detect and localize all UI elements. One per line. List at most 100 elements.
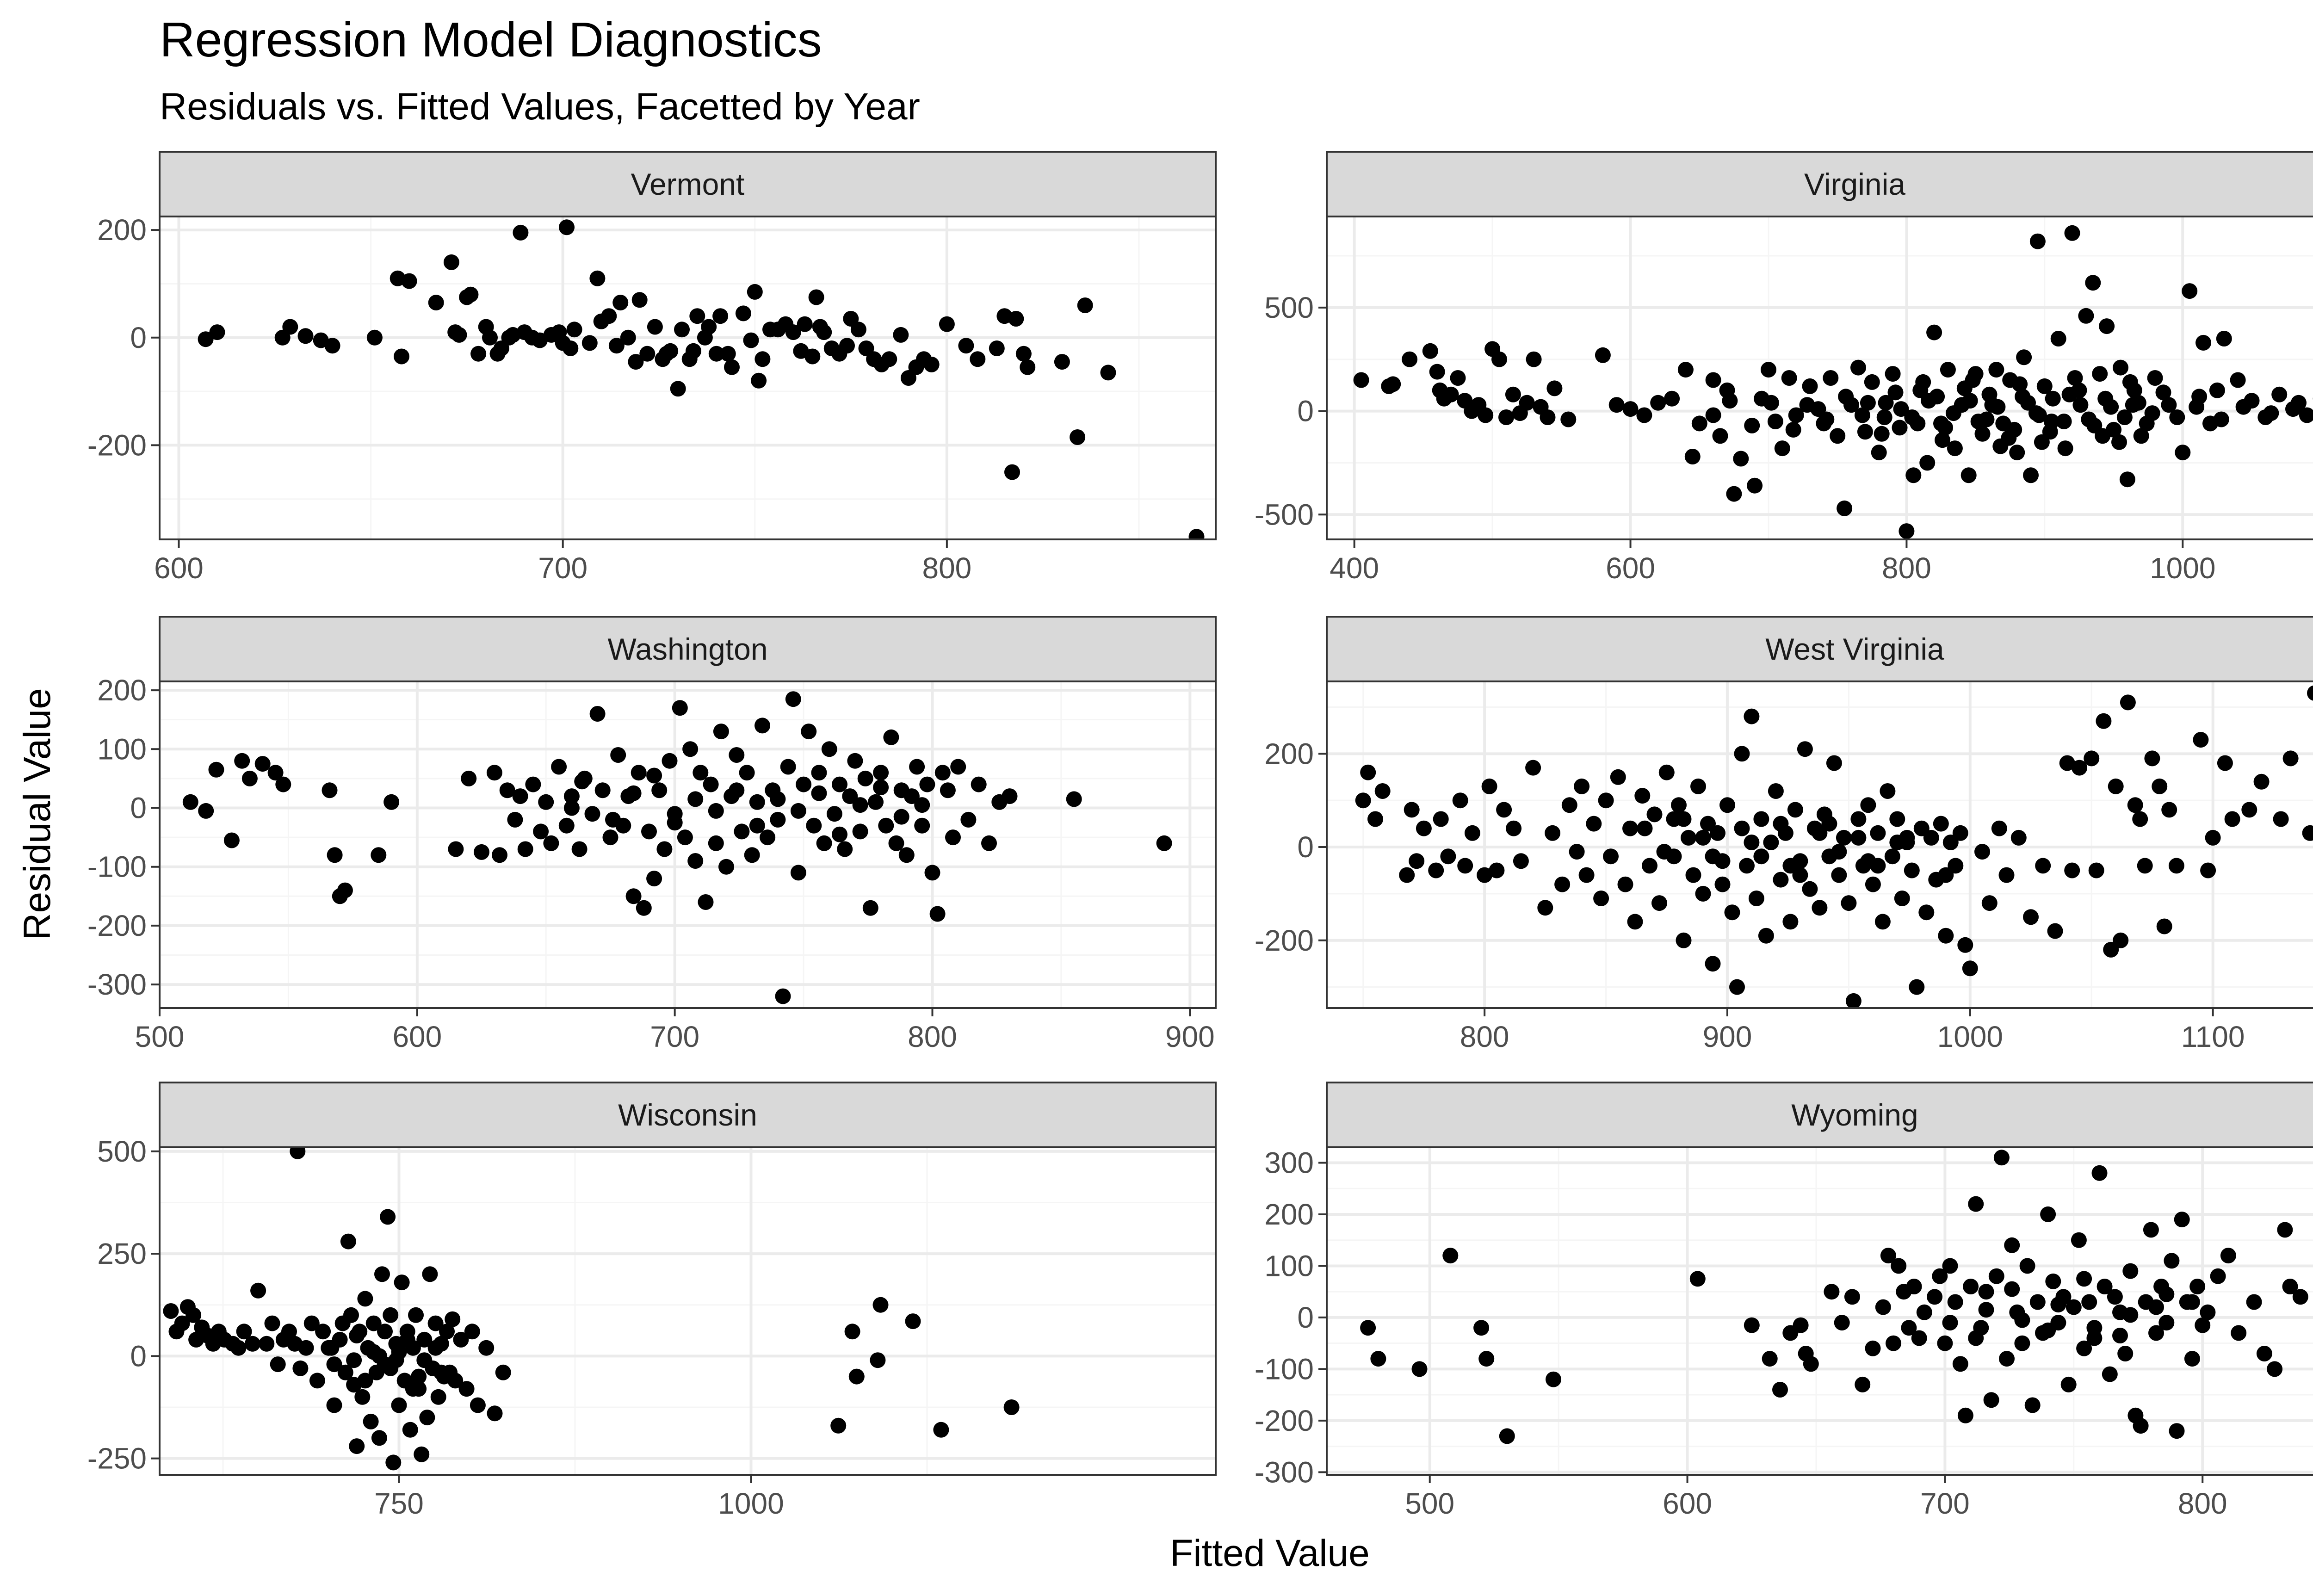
- data-point: [1782, 914, 1799, 930]
- x-tick-label: 800: [1460, 1020, 1509, 1053]
- data-point: [2195, 1317, 2211, 1333]
- x-tick-label: 800: [2178, 1487, 2227, 1520]
- data-point: [708, 835, 724, 851]
- data-point: [1004, 464, 1020, 480]
- data-point: [1677, 362, 1694, 378]
- data-point: [447, 1373, 464, 1389]
- data-point: [2029, 233, 2046, 249]
- data-point: [775, 988, 791, 1004]
- grid-lines: [1327, 681, 2313, 1008]
- data-point: [1739, 858, 1755, 874]
- data-point: [1656, 844, 1672, 860]
- y-tick-label: -250: [87, 1442, 147, 1475]
- data-point: [394, 1274, 410, 1291]
- data-point: [1722, 393, 1738, 409]
- data-point: [349, 1438, 365, 1454]
- data-point: [1761, 362, 1776, 378]
- data-point: [2144, 750, 2160, 767]
- data-point: [1893, 401, 1909, 417]
- data-point: [2012, 376, 2028, 392]
- data-point: [402, 1422, 418, 1438]
- x-tick-label: 1100: [2181, 1020, 2245, 1053]
- data-point: [371, 1348, 387, 1364]
- data-point: [281, 1324, 297, 1340]
- data-point: [1937, 420, 1953, 436]
- data-point: [322, 782, 338, 798]
- data-point: [689, 308, 705, 324]
- data-point: [1952, 825, 1968, 841]
- y-tick-label: 500: [97, 1135, 147, 1168]
- data-point: [2034, 434, 2050, 450]
- data-point: [1880, 783, 1896, 799]
- data-point: [1545, 825, 1561, 841]
- data-point: [543, 835, 559, 851]
- points-wyoming: [1360, 1150, 2308, 1444]
- data-point: [1988, 1268, 2004, 1284]
- data-point: [414, 1446, 430, 1462]
- data-point: [513, 224, 529, 241]
- data-point: [1916, 1304, 1932, 1320]
- data-point: [427, 1340, 444, 1356]
- x-tick-label: 700: [1920, 1487, 1970, 1520]
- data-point: [208, 761, 224, 778]
- data-point: [933, 1422, 949, 1438]
- data-point: [1831, 867, 1847, 883]
- data-point: [448, 841, 464, 857]
- data-point: [1911, 1330, 1927, 1346]
- data-point: [2091, 1165, 2108, 1181]
- data-point: [2010, 829, 2027, 846]
- data-point: [517, 841, 533, 857]
- x-tick-label: 750: [374, 1487, 424, 1520]
- data-point: [1478, 1351, 1495, 1367]
- data-point: [1865, 876, 1881, 892]
- data-point: [662, 753, 678, 769]
- data-point: [790, 803, 806, 819]
- data-point: [394, 348, 409, 365]
- data-point: [427, 1315, 444, 1331]
- x-tick-label: 500: [135, 1020, 185, 1053]
- data-point: [2189, 1279, 2206, 1294]
- data-point: [677, 829, 693, 846]
- data-point: [416, 1352, 433, 1368]
- data-point: [2097, 1279, 2113, 1294]
- data-point: [734, 823, 750, 840]
- data-point: [790, 865, 806, 881]
- data-point: [357, 1373, 373, 1389]
- data-point: [1705, 848, 1721, 865]
- data-point: [804, 348, 821, 365]
- data-point: [2184, 1294, 2200, 1310]
- data-point: [1666, 811, 1682, 827]
- data-point: [464, 1324, 480, 1340]
- data-point: [2061, 386, 2078, 402]
- data-point: [1753, 811, 1769, 827]
- data-point: [2210, 1268, 2226, 1284]
- data-point: [636, 900, 652, 916]
- data-point: [566, 322, 582, 338]
- points-washington: [182, 691, 1172, 1004]
- data-point: [1537, 900, 1553, 916]
- data-point: [512, 788, 528, 804]
- y-tick-label: -200: [87, 428, 147, 462]
- data-point: [1942, 1258, 1958, 1274]
- data-point: [1919, 455, 1936, 471]
- data-point: [1909, 979, 1925, 995]
- y-tick-label: -200: [1255, 1404, 1314, 1437]
- x-tick-label: 600: [1606, 551, 1655, 585]
- data-point: [1070, 429, 1086, 445]
- data-point: [1831, 844, 1847, 860]
- data-point: [2205, 829, 2221, 846]
- data-point: [2273, 811, 2289, 827]
- data-point: [315, 1324, 331, 1340]
- data-point: [1705, 956, 1721, 972]
- data-point: [743, 332, 759, 348]
- data-point: [1546, 1371, 1561, 1387]
- data-point: [433, 1364, 449, 1380]
- data-point: [1705, 407, 1721, 423]
- data-point: [574, 773, 590, 790]
- data-point: [872, 1297, 889, 1313]
- data-point: [1857, 424, 1873, 440]
- data-point: [1999, 1351, 2015, 1367]
- facet-strip-label: Wyoming: [1791, 1098, 1918, 1132]
- data-point: [525, 776, 541, 792]
- data-point: [458, 1381, 475, 1397]
